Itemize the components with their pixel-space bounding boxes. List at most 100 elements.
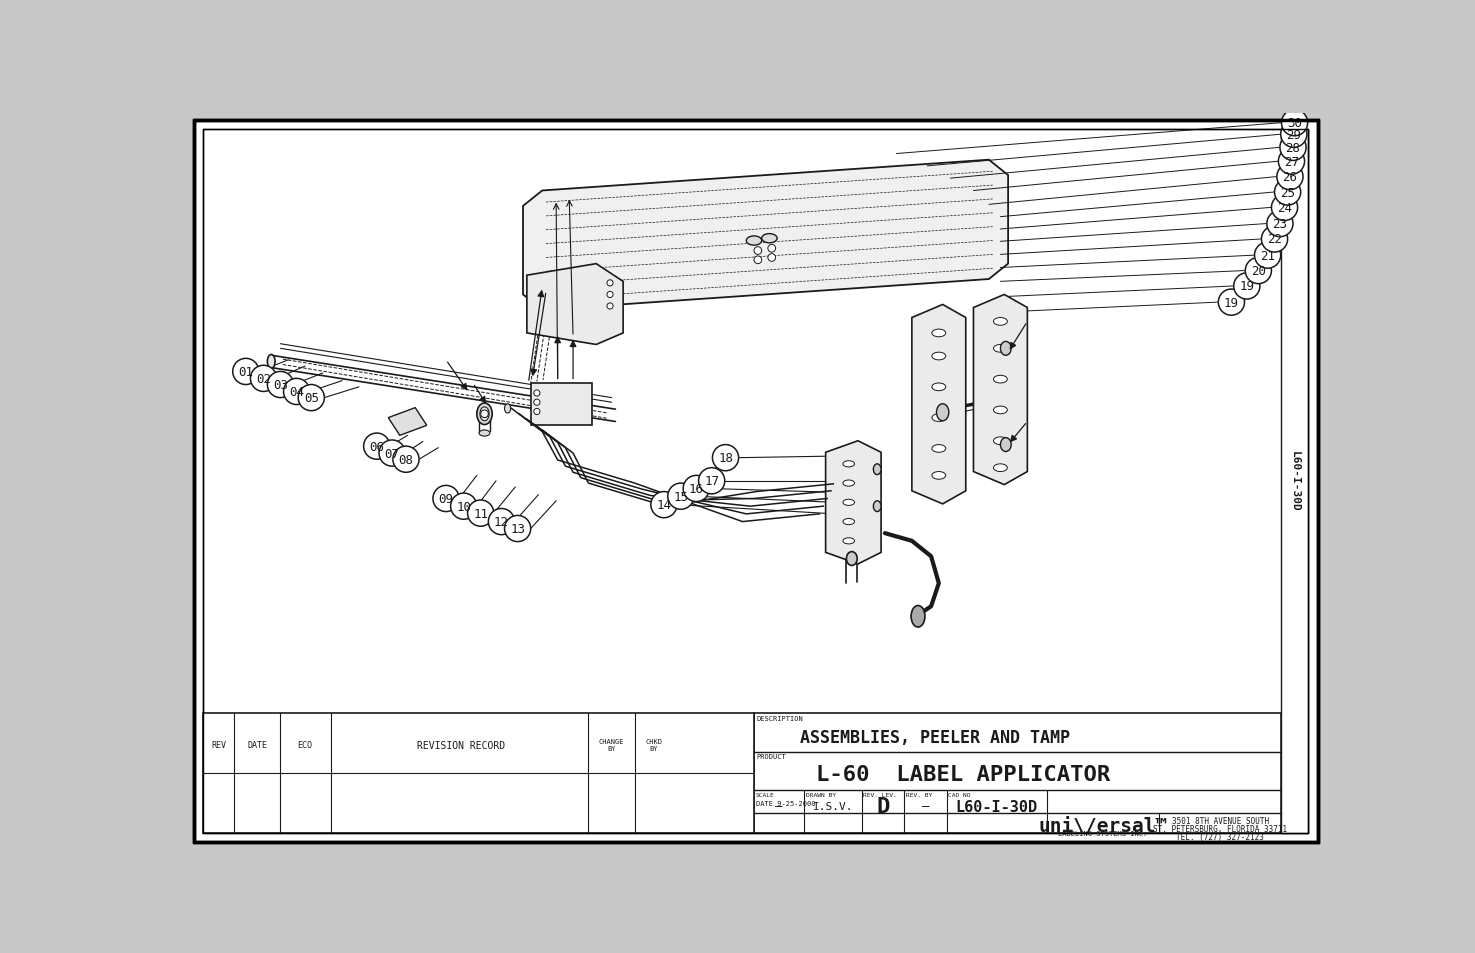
Text: DRAWN BY: DRAWN BY <box>805 792 836 797</box>
Ellipse shape <box>994 464 1007 472</box>
Text: 01: 01 <box>239 366 254 378</box>
Text: REVISION RECORD: REVISION RECORD <box>417 740 506 750</box>
Circle shape <box>1274 180 1301 206</box>
Ellipse shape <box>842 538 854 544</box>
Circle shape <box>251 366 277 392</box>
Circle shape <box>283 379 310 405</box>
Text: 17: 17 <box>704 475 720 488</box>
Ellipse shape <box>842 499 854 506</box>
Text: SCALE: SCALE <box>755 792 774 797</box>
Polygon shape <box>527 264 622 345</box>
Circle shape <box>481 411 488 418</box>
Circle shape <box>754 256 761 264</box>
Circle shape <box>468 500 494 527</box>
Text: ECO: ECO <box>298 740 313 750</box>
Circle shape <box>754 248 761 255</box>
Circle shape <box>1279 149 1304 175</box>
Text: 11: 11 <box>473 507 488 520</box>
Ellipse shape <box>842 461 854 467</box>
Text: 10: 10 <box>456 500 471 513</box>
Ellipse shape <box>932 330 945 337</box>
Text: —: — <box>922 800 929 812</box>
Circle shape <box>504 516 531 542</box>
Text: CHANGE
BY: CHANGE BY <box>599 739 624 752</box>
Text: 20: 20 <box>1251 265 1266 277</box>
Circle shape <box>233 359 260 385</box>
Circle shape <box>1255 243 1280 269</box>
Text: DATE 9-25-2000: DATE 9-25-2000 <box>755 801 816 806</box>
Circle shape <box>668 483 693 510</box>
Circle shape <box>451 494 476 519</box>
Circle shape <box>1261 227 1288 253</box>
Circle shape <box>364 434 389 459</box>
Text: D: D <box>876 797 889 817</box>
Text: 25: 25 <box>1280 187 1295 199</box>
Text: 23: 23 <box>1273 218 1288 231</box>
Ellipse shape <box>746 236 761 246</box>
Ellipse shape <box>937 404 948 421</box>
Text: uni\/ersal™: uni\/ersal™ <box>1038 817 1168 836</box>
Ellipse shape <box>847 552 857 566</box>
Text: 19: 19 <box>1224 296 1239 310</box>
Circle shape <box>712 445 739 472</box>
Ellipse shape <box>932 472 945 479</box>
Circle shape <box>650 492 677 518</box>
Ellipse shape <box>1000 438 1012 452</box>
Text: CHKD
BY: CHKD BY <box>646 739 662 752</box>
Circle shape <box>768 245 776 253</box>
Circle shape <box>683 476 709 502</box>
Text: L60-I-30D: L60-I-30D <box>1289 451 1299 512</box>
Ellipse shape <box>994 345 1007 353</box>
Text: 30: 30 <box>1288 117 1302 130</box>
Text: 18: 18 <box>718 452 733 465</box>
Text: 09: 09 <box>438 493 453 505</box>
Ellipse shape <box>476 403 493 425</box>
Circle shape <box>1267 212 1294 237</box>
Text: REV. LEV.: REV. LEV. <box>863 792 897 797</box>
Text: I.S.V.: I.S.V. <box>813 801 853 811</box>
Circle shape <box>1218 290 1245 315</box>
Ellipse shape <box>994 318 1007 326</box>
Text: 08: 08 <box>398 454 413 466</box>
Text: 04: 04 <box>289 386 304 398</box>
Text: 15: 15 <box>674 490 689 503</box>
Ellipse shape <box>932 415 945 422</box>
Ellipse shape <box>504 404 510 414</box>
Text: 22: 22 <box>1267 233 1282 246</box>
Polygon shape <box>826 441 881 564</box>
Ellipse shape <box>479 408 490 421</box>
Ellipse shape <box>842 519 854 525</box>
Polygon shape <box>974 295 1028 485</box>
Ellipse shape <box>873 464 881 476</box>
Ellipse shape <box>994 437 1007 445</box>
Circle shape <box>1282 111 1308 136</box>
Text: PRODUCT: PRODUCT <box>757 754 786 760</box>
Polygon shape <box>912 305 966 504</box>
Circle shape <box>434 486 459 512</box>
Circle shape <box>379 440 406 467</box>
Ellipse shape <box>912 606 925 627</box>
Text: 28: 28 <box>1286 142 1301 154</box>
Text: 21: 21 <box>1260 250 1274 262</box>
Text: 29: 29 <box>1286 129 1301 142</box>
Circle shape <box>1271 195 1298 221</box>
Polygon shape <box>388 408 426 436</box>
Ellipse shape <box>994 407 1007 415</box>
Circle shape <box>606 280 614 287</box>
Circle shape <box>1280 122 1307 149</box>
Text: 02: 02 <box>257 373 271 385</box>
Text: DATE: DATE <box>248 740 267 750</box>
Text: 26: 26 <box>1282 171 1298 184</box>
Bar <box>531 383 593 426</box>
Text: —: — <box>776 800 783 812</box>
Ellipse shape <box>932 383 945 392</box>
Circle shape <box>1277 164 1302 191</box>
Text: 27: 27 <box>1283 155 1299 169</box>
Text: L60-I-30D: L60-I-30D <box>956 800 1037 814</box>
Bar <box>1282 130 1308 833</box>
Ellipse shape <box>932 353 945 360</box>
Ellipse shape <box>479 431 490 436</box>
Text: REV. BY: REV. BY <box>906 792 932 797</box>
Circle shape <box>488 509 515 535</box>
Circle shape <box>1233 274 1260 300</box>
